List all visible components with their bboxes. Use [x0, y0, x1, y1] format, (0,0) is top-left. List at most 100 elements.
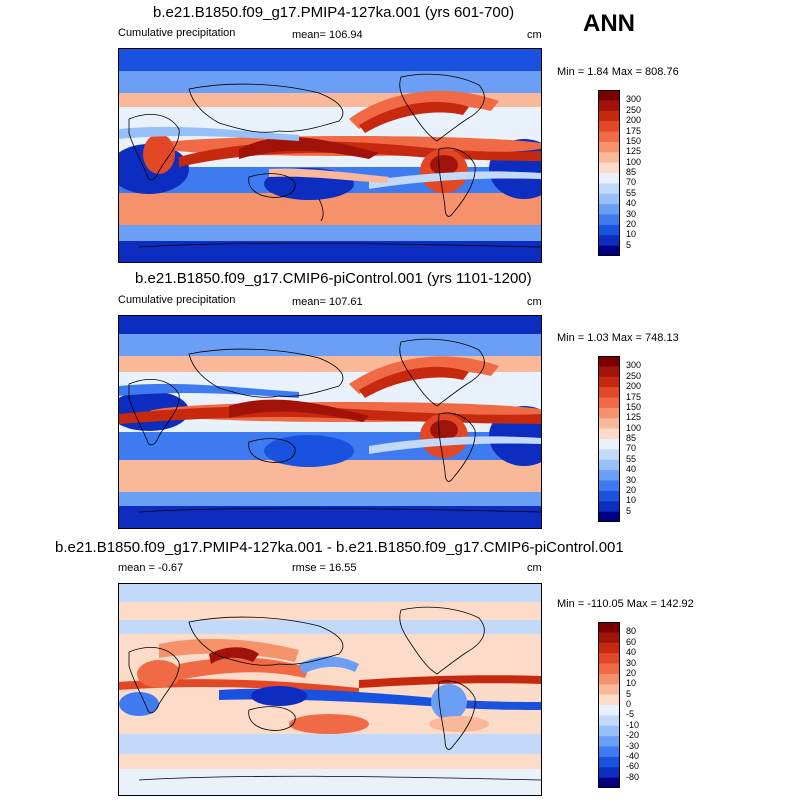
panel3-minmax: Min = -110.05 Max = 142.92 — [557, 598, 694, 610]
panel3-field — [119, 584, 542, 795]
colorbar-swatch — [598, 121, 620, 132]
colorbar-swatch — [598, 152, 620, 163]
panel2-variable: Cumulative precipitation — [118, 294, 236, 306]
colorbar-tick-label: 300 — [626, 360, 642, 371]
colorbar-swatch — [598, 428, 620, 440]
colorbar-swatch — [598, 449, 620, 461]
colorbar-tick-label: 250 — [626, 104, 642, 115]
colorbar-swatch — [598, 715, 620, 727]
colorbar-swatch — [598, 501, 620, 512]
colorbar-swatch — [598, 245, 620, 257]
colorbar-tick-label: -30 — [626, 740, 640, 751]
colorbar-swatch — [598, 173, 620, 184]
colorbar-swatch — [598, 90, 620, 101]
colorbar-tick-label: 250 — [626, 370, 642, 381]
colorbar-tick-label: -80 — [626, 771, 640, 782]
colorbar-swatch — [598, 653, 620, 664]
panel3-mean: mean = -0.67 — [118, 562, 184, 574]
colorbar-tick-label: 20 — [626, 218, 637, 229]
colorbar-tick-label: 175 — [626, 391, 642, 402]
colorbar-swatch — [598, 224, 620, 236]
colorbar-swatch — [598, 439, 620, 450]
season-label: ANN — [583, 10, 635, 37]
colorbar-tick-label: 40 — [626, 198, 637, 209]
colorbar-swatch — [598, 705, 620, 716]
colorbar-swatch — [598, 356, 620, 367]
colorbar-tick-label: 85 — [626, 167, 637, 177]
colorbar-tick-label: 125 — [626, 412, 642, 423]
panel1-title: b.e21.B1850.f09_g17.PMIP4-127ka.001 (yrs… — [153, 4, 515, 21]
panel3-units: cm — [527, 562, 542, 574]
panel2-mean: mean= 107.61 — [292, 296, 363, 308]
colorbar-border — [598, 622, 620, 788]
colorbar-swatch — [598, 725, 620, 737]
colorbar-tick-label: 175 — [626, 125, 642, 136]
colorbar-tick-label: 20 — [626, 484, 637, 495]
colorbar-swatch — [598, 480, 620, 492]
colorbar-swatch — [598, 366, 620, 378]
colorbar-tick-label: 150 — [626, 135, 642, 146]
colorbar-swatch — [598, 407, 620, 419]
colorbar-tick-label: 125 — [626, 146, 642, 157]
colorbar-tick-label: 40 — [626, 647, 637, 658]
colorbar-tick-label: -5 — [626, 709, 635, 720]
colorbar-tick-label: 55 — [626, 187, 637, 198]
colorbar-swatch — [598, 214, 620, 226]
colorbar-tick-label: 70 — [626, 443, 637, 454]
colorbar-swatch — [598, 397, 620, 409]
panel1-minmax: Min = 1.84 Max = 808.76 — [557, 66, 679, 78]
colorbar-tick-label: 30 — [626, 657, 637, 668]
colorbar-tick-label: 300 — [626, 94, 642, 105]
panel3-colorbar — [598, 622, 620, 793]
colorbar-swatch — [598, 418, 620, 429]
panel1-colorbar-swatches — [598, 90, 620, 257]
colorbar-tick-label: 100 — [626, 156, 642, 167]
colorbar-tick-label: 60 — [626, 636, 637, 647]
colorbar-swatch — [598, 183, 620, 195]
panel2-colorbar — [598, 356, 620, 527]
colorbar-tick-label: -60 — [626, 761, 640, 772]
colorbar-swatch — [598, 511, 620, 523]
colorbar-swatch — [598, 694, 620, 706]
colorbar-tick-label: 0 — [626, 699, 632, 709]
colorbar-tick-label: 200 — [626, 381, 642, 392]
colorbar-swatch — [598, 663, 620, 675]
colorbar-swatch — [598, 642, 620, 654]
colorbar-tick-label: 10 — [626, 495, 637, 506]
colorbar-tick-label: 100 — [626, 422, 642, 433]
colorbar-tick-label: 5 — [626, 688, 632, 699]
panel3-title: b.e21.B1850.f09_g17.PMIP4-127ka.001 - b.… — [55, 539, 624, 556]
colorbar-swatch — [598, 110, 620, 122]
colorbar-swatch — [598, 376, 620, 388]
colorbar-tick-label: -10 — [626, 719, 640, 730]
panel3-map — [118, 583, 542, 796]
colorbar-tick-label: 30 — [626, 474, 637, 485]
colorbar-tick-label: 5 — [626, 239, 632, 250]
panel2-map — [109, 315, 559, 529]
colorbar-tick-label: 40 — [626, 464, 637, 475]
colorbar-tick-label: 80 — [626, 626, 637, 637]
colorbar-tick-label: 70 — [626, 177, 637, 188]
colorbar-tick-label: 5 — [626, 505, 632, 516]
colorbar-tick-label: -20 — [626, 730, 640, 741]
colorbar-border — [598, 356, 620, 522]
colorbar-swatch — [598, 387, 620, 398]
colorbar-swatch — [598, 673, 620, 685]
panel2-colorbar-swatches — [598, 356, 620, 523]
colorbar-swatch — [598, 204, 620, 215]
colorbar-swatch — [598, 777, 620, 789]
colorbar-tick-label: 55 — [626, 453, 637, 464]
panel1-units: cm — [527, 29, 542, 41]
colorbar-swatch — [598, 100, 620, 112]
colorbar-swatch — [598, 131, 620, 143]
colorbar-tick-label: 200 — [626, 115, 642, 126]
colorbar-swatch — [598, 459, 620, 471]
panel3-rmse: rmse = 16.55 — [292, 562, 357, 574]
panel1-map — [109, 48, 559, 263]
colorbar-swatch — [598, 632, 620, 644]
colorbar-swatch — [598, 470, 620, 481]
colorbar-swatch — [598, 756, 620, 768]
colorbar-border — [598, 90, 620, 256]
colorbar-tick-label: 30 — [626, 208, 637, 219]
colorbar-tick-label: 10 — [626, 678, 637, 689]
